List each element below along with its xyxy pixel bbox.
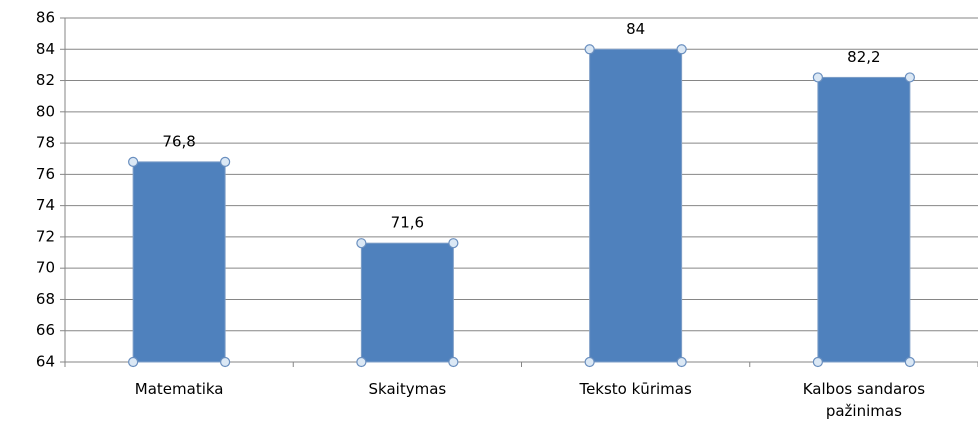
value-label: 71,6 (391, 214, 424, 232)
y-tick-label: 82 (36, 71, 55, 89)
selection-handle (676, 356, 687, 368)
y-tick-label: 78 (36, 134, 55, 152)
y-tick-label: 80 (36, 102, 55, 120)
y-tick-label: 64 (36, 353, 55, 371)
selection-handle (812, 356, 823, 368)
y-tick-label: 76 (36, 165, 55, 183)
selection-handle (812, 72, 823, 83)
x-tick-label: Kalbos sandaros pažinimas (802, 380, 926, 420)
selection-handle (128, 156, 139, 167)
bar (589, 48, 683, 363)
selection-handle (904, 72, 915, 83)
selection-handle (584, 356, 595, 368)
selection-handle (128, 356, 139, 368)
selection-handle (220, 156, 231, 167)
y-tick-label: 68 (36, 290, 55, 308)
y-tick-label: 66 (36, 321, 55, 339)
y-tick-label: 86 (36, 9, 55, 27)
selection-handle (356, 238, 367, 249)
x-tick-label: Teksto kūrimas (579, 380, 692, 398)
x-tick-label: Matematika (134, 380, 224, 398)
value-label: 82,2 (847, 48, 880, 66)
selection-handle (584, 44, 595, 55)
y-tick-label: 84 (36, 40, 55, 58)
value-label: 84 (626, 20, 645, 38)
selection-handle (904, 356, 915, 368)
bar (360, 242, 454, 363)
x-tick-label: Skaitymas (368, 380, 447, 398)
selection-handle (356, 356, 367, 368)
bar (817, 76, 911, 363)
y-tick-label: 72 (36, 227, 55, 245)
selection-handle (448, 238, 459, 249)
bar (132, 161, 226, 363)
y-tick-label: 74 (36, 196, 55, 214)
selection-handle (676, 44, 687, 55)
y-tick-label: 70 (36, 259, 55, 277)
value-label: 76,8 (162, 132, 195, 150)
selection-handle (448, 356, 459, 368)
selection-handle (220, 356, 231, 368)
